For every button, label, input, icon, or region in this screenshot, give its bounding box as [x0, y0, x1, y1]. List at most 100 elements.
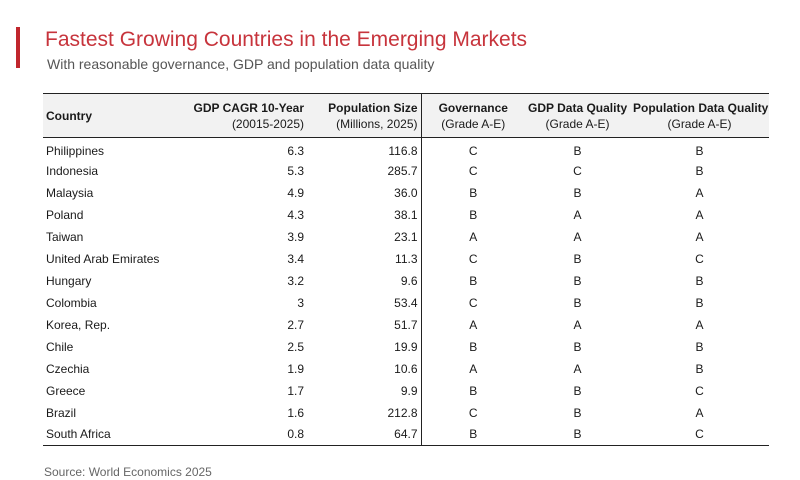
population-cell: 212.8	[307, 401, 422, 424]
table-row: Brazil 1.6 212.8 C B A	[43, 401, 769, 424]
pop-quality-cell: B	[695, 273, 704, 288]
gdp-cagr-cell: 6.3	[287, 143, 304, 158]
gdp-quality-cell: B	[573, 185, 582, 200]
population-cell: 23.1	[307, 225, 422, 248]
gdp-quality-cell: B	[573, 405, 582, 420]
gdp-cagr-cell: 3.2	[287, 273, 304, 288]
pop-quality-cell: B	[695, 163, 704, 178]
gdp-quality-cell: A	[573, 229, 582, 244]
table-row: Indonesia 5.3 285.7 C C B	[43, 159, 769, 182]
governance-cell: C	[468, 405, 478, 420]
governance-cell: A	[469, 229, 478, 244]
population-cell: 38.1	[307, 203, 422, 226]
pop-quality-cell: C	[695, 251, 704, 266]
gdp-cagr-cell: 0.8	[287, 427, 304, 442]
gdp-quality-cell: B	[573, 427, 582, 442]
page-title: Fastest Growing Countries in the Emergin…	[45, 28, 528, 51]
country-cell: Malaysia	[46, 185, 94, 200]
country-cell: United Arab Emirates	[46, 251, 160, 266]
data-table: Country GDP CAGR 10-Year (20015-2025) Po…	[43, 93, 769, 446]
population-cell: 9.6	[307, 269, 422, 292]
pop-quality-cell: C	[695, 427, 704, 442]
country-cell: Brazil	[46, 405, 77, 420]
gdp-cagr-cell: 1.9	[287, 361, 304, 376]
table-header-row: Country GDP CAGR 10-Year (20015-2025) Po…	[43, 93, 769, 138]
pop-quality-cell: A	[695, 229, 704, 244]
pop-quality-cell: B	[695, 339, 704, 354]
country-cell: Korea, Rep.	[46, 317, 111, 332]
country-cell: Colombia	[46, 295, 97, 310]
gdp-cagr-cell: 5.3	[287, 163, 304, 178]
header-pop-quality-label: Population Data Quality	[633, 100, 769, 115]
gdp-cagr-cell: 1.6	[287, 405, 304, 420]
governance-cell: C	[468, 295, 478, 310]
population-cell: 9.9	[307, 379, 422, 402]
population-cell: 285.7	[307, 159, 422, 182]
table-row: Philippines 6.3 116.8 C B B	[43, 137, 769, 160]
country-cell: South Africa	[46, 427, 111, 442]
governance-cell: A	[469, 361, 478, 376]
header-gdp-cagr-sublabel: (20015-2025)	[231, 116, 304, 131]
governance-cell: C	[468, 163, 478, 178]
header-gdp-quality: GDP Data Quality (Grade A-E)	[525, 93, 630, 138]
pop-quality-cell: B	[695, 143, 704, 158]
table-row: Korea, Rep. 2.7 51.7 A A A	[43, 313, 769, 336]
country-cell: Philippines	[46, 143, 105, 158]
governance-cell: A	[469, 317, 478, 332]
governance-cell: B	[469, 383, 478, 398]
gdp-quality-cell: A	[573, 207, 582, 222]
population-cell: 10.6	[307, 357, 422, 380]
table-row: Czechia 1.9 10.6 A A B	[43, 357, 769, 380]
gdp-quality-cell: A	[573, 361, 582, 376]
population-cell: 19.9	[307, 335, 422, 358]
pop-quality-cell: A	[695, 405, 704, 420]
governance-cell: B	[469, 273, 478, 288]
country-cell: Chile	[46, 339, 74, 354]
table-row: Colombia 3 53.4 C B B	[43, 291, 769, 314]
country-cell: Taiwan	[46, 229, 84, 244]
pop-quality-cell: C	[695, 383, 704, 398]
governance-cell: B	[469, 427, 478, 442]
population-cell: 116.8	[307, 137, 422, 160]
gdp-cagr-cell: 2.5	[287, 339, 304, 354]
header-pop-quality-sublabel: (Grade A-E)	[667, 116, 732, 131]
gdp-quality-cell: B	[573, 273, 582, 288]
gdp-quality-cell: B	[573, 383, 582, 398]
country-cell: Indonesia	[46, 163, 99, 178]
table-row: Hungary 3.2 9.6 B B B	[43, 269, 769, 292]
pop-quality-cell: B	[695, 295, 704, 310]
header-population-sublabel: (Millions, 2025)	[336, 116, 418, 131]
table-row: South Africa 0.8 64.7 B B C	[43, 423, 769, 446]
pop-quality-cell: B	[695, 361, 704, 376]
gdp-cagr-cell: 4.9	[287, 185, 304, 200]
population-cell: 51.7	[307, 313, 422, 336]
gdp-quality-cell: B	[573, 143, 582, 158]
header-gdp-quality-label: GDP Data Quality	[528, 100, 628, 115]
gdp-cagr-cell: 1.7	[287, 383, 304, 398]
table-row: Malaysia 4.9 36.0 B B A	[43, 181, 769, 204]
gdp-cagr-cell: 4.3	[287, 207, 304, 222]
table-body: Philippines 6.3 116.8 C B B Indonesia 5.…	[43, 137, 769, 446]
table-row: Poland 4.3 38.1 B A A	[43, 203, 769, 226]
table-row: Taiwan 3.9 23.1 A A A	[43, 225, 769, 248]
country-cell: Hungary	[46, 273, 92, 288]
gdp-cagr-cell: 3	[297, 295, 304, 310]
header-governance-label: Governance	[438, 100, 508, 115]
table-row: United Arab Emirates 3.4 11.3 C B C	[43, 247, 769, 270]
gdp-quality-cell: A	[573, 317, 582, 332]
gdp-cagr-cell: 2.7	[287, 317, 304, 332]
gdp-quality-cell: C	[573, 163, 582, 178]
header-gdp-cagr: GDP CAGR 10-Year (20015-2025)	[187, 93, 307, 138]
header-governance-sublabel: (Grade A-E)	[441, 116, 506, 131]
header-gdp-quality-sublabel: (Grade A-E)	[545, 116, 610, 131]
header-governance: Governance (Grade A-E)	[421, 93, 525, 138]
population-cell: 36.0	[307, 181, 422, 204]
header-country-label: Country	[46, 108, 92, 123]
gdp-quality-cell: B	[573, 339, 582, 354]
gdp-quality-cell: B	[573, 251, 582, 266]
source-note: Source: World Economics 2025	[44, 465, 212, 479]
governance-cell: B	[469, 207, 478, 222]
header-population: Population Size (Millions, 2025)	[307, 93, 422, 138]
header-gdp-cagr-label: GDP CAGR 10-Year	[193, 100, 305, 115]
country-cell: Poland	[46, 207, 84, 222]
